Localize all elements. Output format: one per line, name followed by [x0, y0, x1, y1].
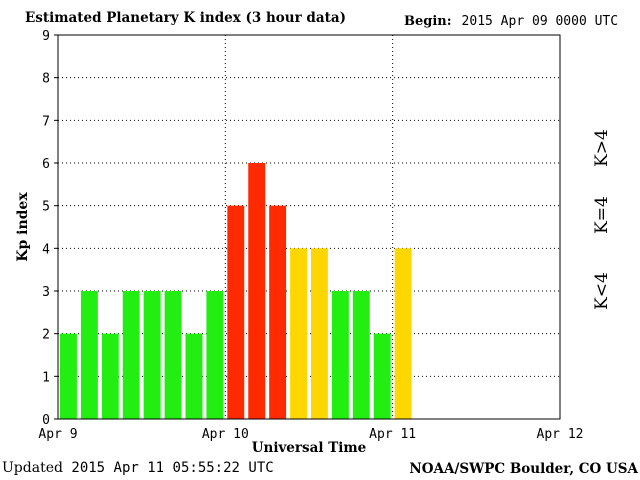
y-ticks: 0 1 2 3 4 5 6 7 8 9 [42, 29, 58, 428]
kp-bar [206, 291, 224, 419]
source-credit: NOAA/SWPC Boulder, CO USA [409, 461, 638, 477]
y-tick-label: 5 [42, 200, 50, 215]
y-tick-label: 9 [42, 29, 50, 44]
x-axis-title: Universal Time [252, 440, 367, 456]
y-axis-title: Kp index [15, 192, 31, 262]
kp-bar [394, 248, 412, 419]
x-tick-label: Apr 11 [369, 427, 416, 442]
chart-title: Estimated Planetary K index (3 hour data… [25, 10, 346, 26]
legend-k-below-4: K<4 [592, 272, 612, 310]
kp-bar [269, 205, 287, 419]
kp-bar [101, 333, 119, 419]
kp-bar [311, 248, 328, 419]
bars [60, 163, 412, 419]
kp-bar [227, 205, 245, 419]
grid-lines [58, 35, 560, 419]
y-tick-label: 7 [42, 114, 50, 129]
kp-bar [122, 291, 140, 419]
updated-timestamp: Updated 2015 Apr 11 05:55:22 UTC [2, 460, 274, 476]
begin-value: 2015 Apr 09 0000 UTC [461, 14, 619, 29]
legend-k-equal-4: K=4 [592, 196, 612, 234]
kp-bar [352, 291, 370, 419]
kp-bar [290, 248, 307, 419]
begin-time: Begin: 2015 Apr 09 0000 UTC [404, 14, 618, 29]
kp-bar [60, 333, 77, 419]
y-tick-label: 1 [42, 370, 50, 385]
x-tick-label: Apr 10 [202, 427, 249, 442]
kp-bar [373, 333, 391, 419]
y-tick-label: 8 [42, 72, 50, 87]
x-tick-label: Apr 9 [38, 427, 77, 442]
x-tick-label: Apr 12 [537, 427, 584, 442]
legend-k-above-4: K>4 [592, 129, 612, 167]
kp-bar [143, 291, 161, 419]
kp-bar [80, 291, 98, 419]
kp-bar [331, 291, 349, 419]
kp-bar [248, 163, 266, 419]
plot-frame [57, 34, 561, 420]
y-tick-label: 6 [42, 157, 50, 172]
y-tick-label: 4 [42, 242, 50, 257]
begin-label: Begin: [404, 14, 452, 29]
y-tick-label: 2 [42, 328, 50, 343]
y-tick-label: 3 [42, 285, 50, 300]
kp-bar [185, 333, 203, 419]
y-tick-label: 0 [42, 413, 50, 428]
x-ticks: Apr 9 Apr 10 Apr 11 Apr 12 [38, 427, 583, 442]
kp-bar [164, 291, 182, 419]
updated-value: 2015 Apr 11 05:55:22 UTC [71, 460, 274, 476]
updated-label: Updated [2, 460, 63, 476]
